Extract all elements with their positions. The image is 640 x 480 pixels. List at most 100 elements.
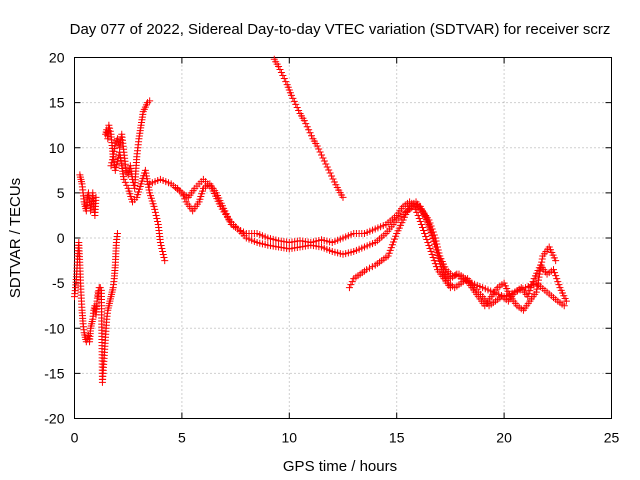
data-point [280,75,288,83]
x-tick-label: 0 [71,430,79,446]
y-tick-label: 20 [49,50,65,66]
data-point [339,193,347,201]
data-point [150,202,158,210]
x-tick-label: 5 [178,430,186,446]
data-point [121,178,129,186]
series-early-scatter-a [71,239,102,346]
data-point [534,279,542,287]
data-point [305,126,313,134]
data-point [293,103,301,111]
data-point [435,249,443,257]
series-main-track-4 [403,200,560,314]
data-point [538,255,546,263]
data-point [526,287,534,295]
y-tick-label: -15 [44,365,64,381]
data-point [345,284,353,292]
series-early-scatter-b [76,171,100,219]
data-point [326,169,334,177]
data-point [320,157,328,165]
data-point [295,106,303,114]
data-point [368,263,376,271]
data-point [112,163,120,171]
data-point [84,331,92,339]
data-point [318,151,326,159]
data-point [161,257,169,265]
data-point [111,166,119,174]
data-point [181,195,189,203]
y-tick-labels: -20 -15 -10 -5 0 5 10 15 20 [44,50,64,427]
data-point [237,226,245,234]
data-point [432,243,440,251]
data-point [106,127,114,135]
chart-title: Day 077 of 2022, Sidereal Day-to-day VTE… [70,21,611,38]
axis-ticks [74,57,612,419]
x-tick-label: 25 [604,430,620,446]
data-point [113,157,121,165]
data-point [159,251,167,259]
series-early-mid-cluster [107,148,169,265]
y-tick-label: 10 [49,140,65,156]
data-point [154,217,162,225]
x-tick-label: 20 [496,430,512,446]
data-point [429,234,437,242]
series-early-scatter-c [94,229,121,386]
data-point [302,120,310,128]
data-point [533,285,541,293]
data-point [151,205,159,213]
y-tick-label: -10 [44,320,64,336]
data-point [413,201,421,209]
data-point [290,97,298,105]
data-point [426,245,434,253]
data-point [429,254,437,262]
data-point [537,264,545,272]
data-point [562,297,570,305]
data-point [315,145,323,153]
data-point [347,281,355,289]
data-point [428,231,436,239]
data-point [424,219,432,227]
data-point [422,232,430,240]
data-point [417,220,425,228]
data-point [430,257,438,265]
data-point [535,273,543,281]
y-tick-label: -5 [52,275,65,291]
data-point [527,284,535,292]
data-point [434,246,442,254]
data-point [113,229,121,237]
data-point [426,225,434,233]
data-point [552,257,560,265]
data-point [239,228,247,236]
data-series [71,55,570,386]
y-tick-label: 0 [57,230,65,246]
y-tick-label: 5 [57,185,65,201]
data-point [536,267,544,275]
data-point [329,175,337,183]
data-point [425,242,433,250]
data-point [365,264,373,272]
data-point [418,223,426,231]
data-point [423,236,431,244]
data-point [452,271,460,279]
data-point [420,226,428,234]
data-point [322,160,330,168]
data-point [313,142,321,150]
data-point [151,208,159,216]
x-tick-labels: 0 5 10 15 20 25 [71,430,620,446]
data-point [289,94,297,102]
data-point [276,66,284,74]
data-point [430,237,438,245]
data-point [431,240,439,248]
data-point [159,248,167,256]
data-point [277,69,285,77]
data-point [553,275,561,283]
data-point [300,117,308,125]
data-point [92,193,100,201]
y-axis-title: SDTVAR / TECUs [7,178,24,298]
data-point [323,163,331,171]
data-point [427,248,435,256]
data-point [363,266,371,274]
data-point [525,290,533,298]
data-point [425,222,433,230]
data-point [529,278,537,286]
